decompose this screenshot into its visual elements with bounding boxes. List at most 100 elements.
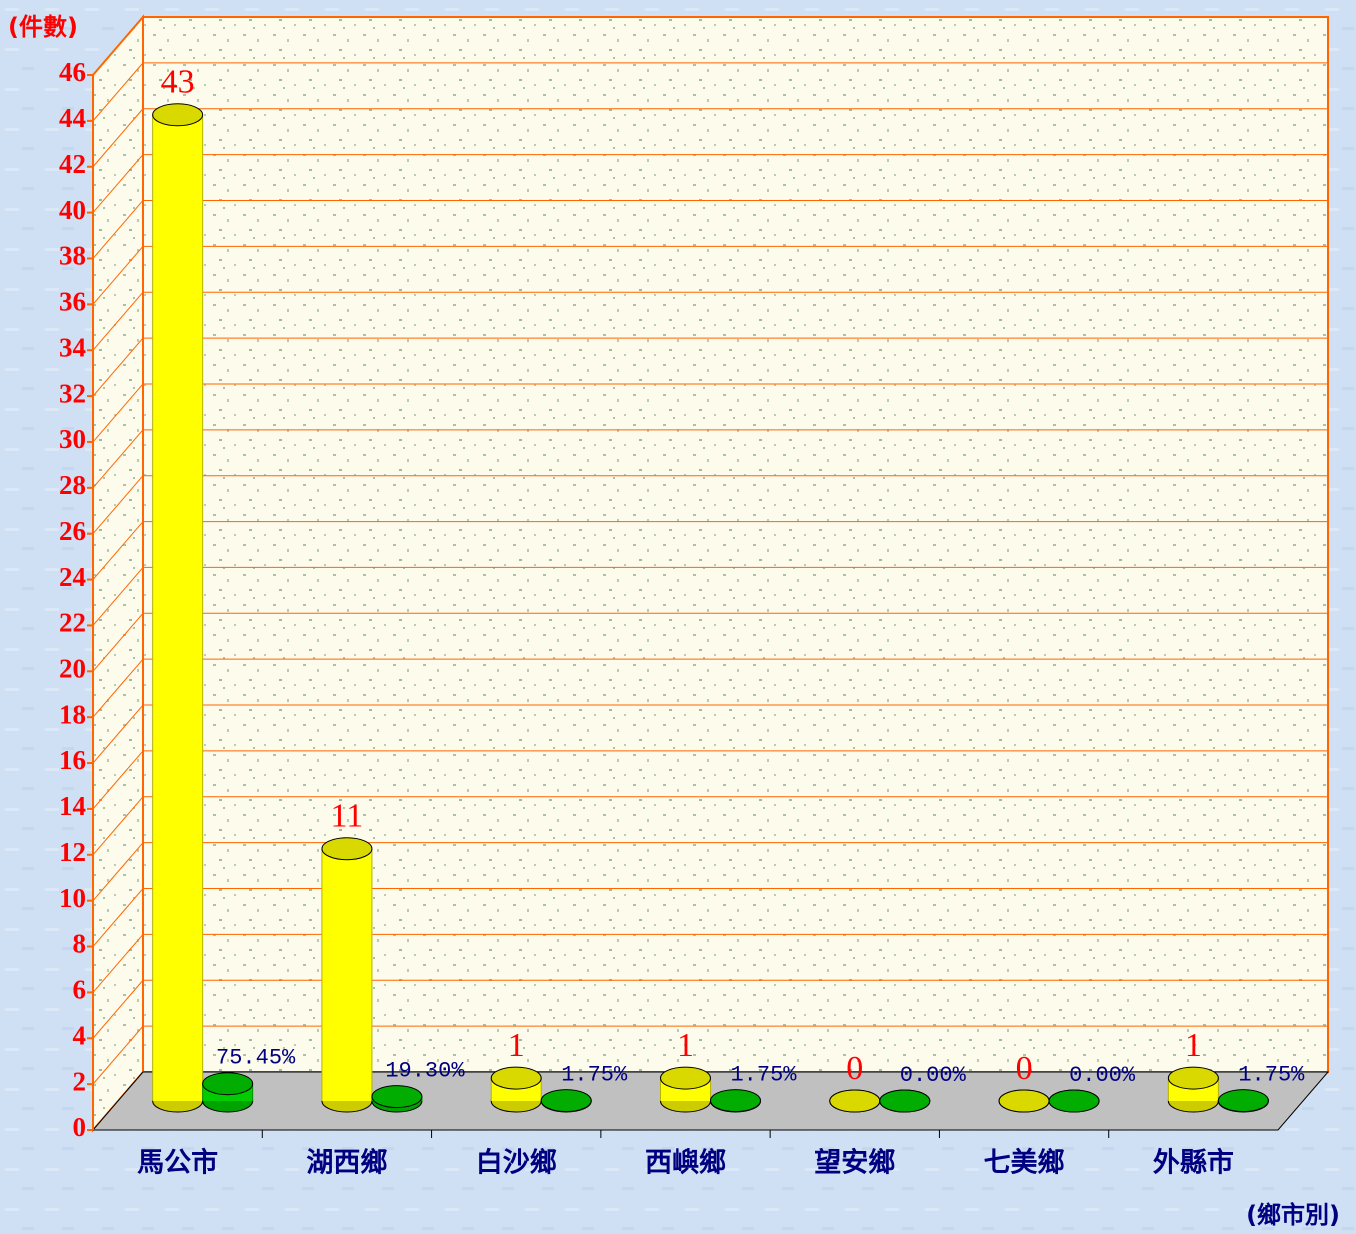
data-label: 1.75% bbox=[561, 1062, 628, 1087]
grid-line bbox=[92, 521, 144, 580]
y-tick-label: 14 bbox=[59, 791, 86, 821]
bar bbox=[202, 1072, 254, 1113]
bar bbox=[371, 1085, 423, 1113]
bar-body bbox=[321, 848, 372, 1101]
bar-top bbox=[879, 1089, 931, 1113]
data-label: 1 bbox=[677, 1027, 694, 1064]
grid-line bbox=[92, 979, 144, 1039]
data-label: 0.00% bbox=[900, 1063, 967, 1088]
data-label: 0.00% bbox=[1069, 1063, 1136, 1088]
y-tick-label: 30 bbox=[59, 424, 86, 454]
y-axis-label: (件數) bbox=[8, 13, 78, 41]
y-tick-label: 22 bbox=[59, 608, 86, 638]
grid-line bbox=[92, 704, 144, 764]
bar-top bbox=[829, 1089, 881, 1113]
bar-top bbox=[1217, 1089, 1269, 1113]
y-tick-label: 24 bbox=[59, 562, 86, 592]
grid-line bbox=[92, 108, 144, 168]
y-tick-label: 36 bbox=[59, 287, 86, 317]
data-label: 1 bbox=[1185, 1027, 1202, 1064]
grid-line bbox=[92, 888, 144, 947]
x-tick-label: 白沙鄉 bbox=[476, 1147, 557, 1179]
grid-line bbox=[92, 567, 144, 626]
bar bbox=[1167, 1066, 1219, 1113]
x-tick-label: 馬公市 bbox=[137, 1147, 218, 1179]
bar bbox=[540, 1089, 592, 1113]
bar bbox=[1217, 1089, 1269, 1113]
bar-top bbox=[152, 103, 204, 127]
bar-top bbox=[1048, 1089, 1100, 1113]
bar bbox=[152, 103, 204, 1113]
grid-line bbox=[92, 750, 144, 810]
y-tick-label: 32 bbox=[59, 378, 86, 408]
data-label: 43 bbox=[161, 64, 195, 101]
y-tick-label: 10 bbox=[59, 883, 86, 913]
y-tick-label: 2 bbox=[73, 1066, 87, 1096]
grid-line bbox=[92, 612, 144, 672]
grid-line bbox=[92, 1025, 144, 1085]
bar-top bbox=[371, 1085, 423, 1109]
y-tick-label: 16 bbox=[59, 745, 86, 775]
back-wall bbox=[142, 16, 1329, 1073]
y-tick-label: 12 bbox=[59, 837, 86, 867]
bar-top bbox=[540, 1089, 592, 1113]
x-tick-label: 望安鄉 bbox=[814, 1148, 895, 1179]
y-tick-label: 26 bbox=[59, 516, 86, 546]
y-tick-label: 6 bbox=[73, 975, 87, 1005]
grid-line bbox=[92, 16, 144, 76]
grid-line bbox=[92, 200, 144, 259]
bar-top bbox=[998, 1089, 1050, 1113]
data-label: 1 bbox=[508, 1027, 525, 1064]
bar bbox=[879, 1089, 931, 1113]
y-tick-label: 28 bbox=[59, 470, 86, 500]
grid-line bbox=[92, 842, 144, 901]
y-tick-label: 40 bbox=[59, 195, 86, 225]
y-tick-label: 0 bbox=[73, 1112, 87, 1142]
data-label: 1.75% bbox=[730, 1062, 797, 1087]
bar-top bbox=[1167, 1066, 1219, 1090]
grid-line bbox=[92, 246, 144, 305]
y-tick-label: 8 bbox=[73, 929, 87, 959]
grid-line bbox=[92, 383, 144, 443]
data-label: 1.75% bbox=[1238, 1062, 1305, 1087]
data-label: 0 bbox=[846, 1050, 863, 1087]
bar bbox=[660, 1066, 711, 1113]
grid-line bbox=[92, 337, 144, 397]
y-tick-label: 46 bbox=[59, 57, 86, 87]
y-tick-label: 18 bbox=[59, 699, 86, 729]
bar bbox=[321, 837, 373, 1113]
bar-body bbox=[152, 114, 203, 1102]
grid-line bbox=[92, 934, 144, 993]
y-tick-label: 20 bbox=[59, 654, 86, 684]
x-tick-label: 湖西鄉 bbox=[306, 1148, 387, 1179]
data-label: 0 bbox=[1016, 1050, 1033, 1087]
y-tick-label: 4 bbox=[73, 1020, 87, 1050]
bar-top bbox=[710, 1089, 761, 1113]
bar bbox=[710, 1089, 761, 1113]
grid-line bbox=[92, 475, 144, 535]
data-label: 11 bbox=[331, 798, 364, 835]
x-tick-label: 外縣市 bbox=[1153, 1147, 1234, 1179]
bar-top bbox=[321, 837, 373, 861]
x-tick-label: 西嶼鄉 bbox=[645, 1148, 726, 1179]
y-tick-label: 38 bbox=[59, 241, 86, 271]
bar-top bbox=[660, 1066, 711, 1090]
x-tick-label: 七美鄉 bbox=[984, 1147, 1065, 1179]
grid-line bbox=[92, 291, 144, 351]
grid-line bbox=[92, 796, 144, 856]
y-tick-label: 42 bbox=[59, 149, 86, 179]
grid-line bbox=[92, 62, 144, 122]
grid-line bbox=[92, 658, 144, 718]
data-label: 19.30% bbox=[385, 1058, 465, 1083]
bar bbox=[1048, 1089, 1100, 1113]
grid-line bbox=[92, 429, 144, 489]
bar-top bbox=[490, 1066, 542, 1090]
bar-top bbox=[202, 1072, 254, 1096]
y-tick-label: 44 bbox=[59, 103, 86, 133]
y-tick-label: 34 bbox=[59, 332, 86, 362]
bar bbox=[998, 1089, 1050, 1113]
data-label: 75.45% bbox=[216, 1046, 296, 1071]
grid-line bbox=[92, 154, 144, 213]
x-axis-label: (鄉市別) bbox=[1246, 1201, 1340, 1229]
